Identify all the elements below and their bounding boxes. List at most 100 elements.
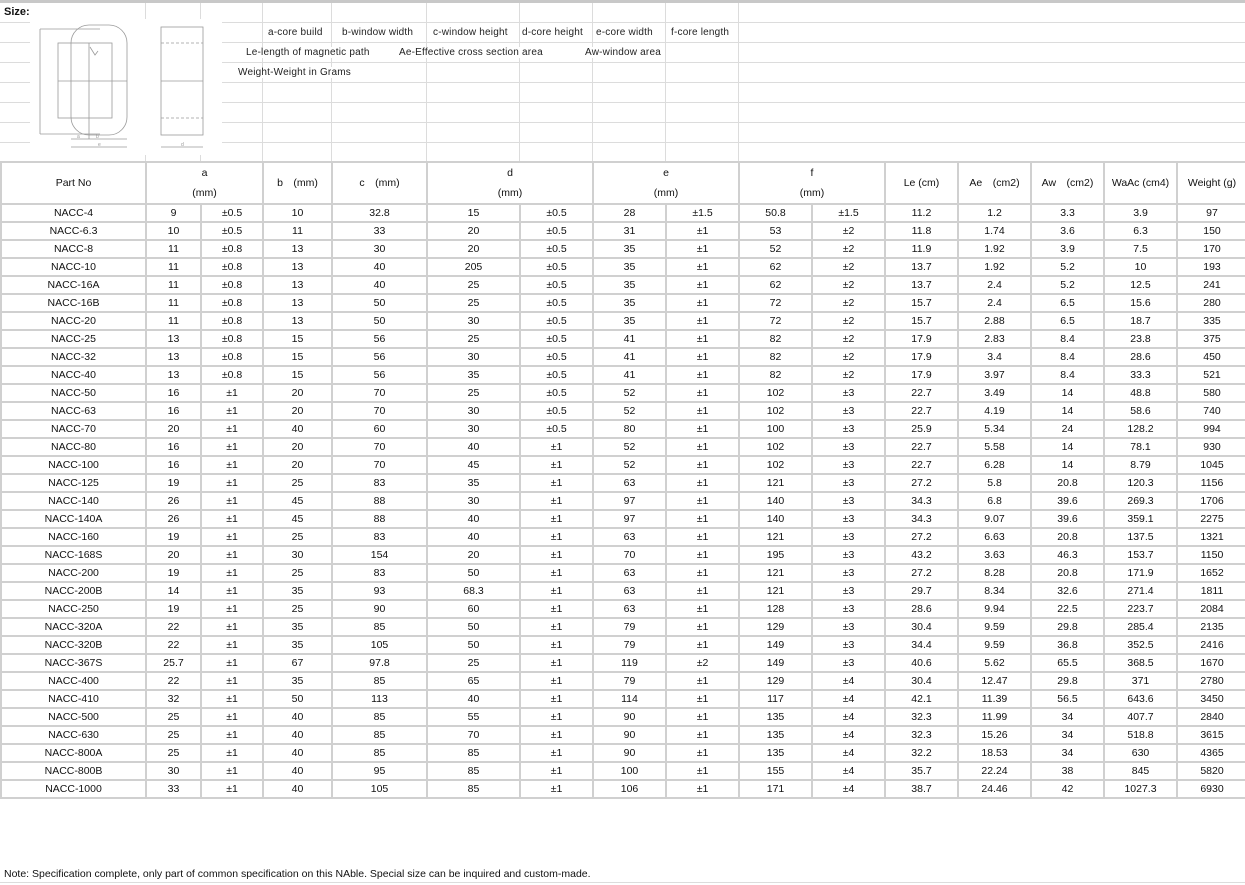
cell-f-tol: ±3 <box>811 599 886 619</box>
cell-a-tol: ±1 <box>200 437 264 457</box>
cell-a-tol: ±1 <box>200 653 264 673</box>
cell-ae: 11.99 <box>957 707 1032 727</box>
cell-aw: 46.3 <box>1030 545 1105 565</box>
header-f-unit: (mm) <box>799 187 825 199</box>
cell-part-no: NACC-200 <box>0 563 147 583</box>
header-e-label: e <box>663 167 669 179</box>
cell-aw: 39.6 <box>1030 491 1105 511</box>
cell-waac: 128.2 <box>1103 419 1178 439</box>
cell-f: 140 <box>738 509 813 529</box>
table-row: NACC-20 11 ±0.8 13 50 30 ±0.5 35 ±1 72 ±2 15.7 2.88 6… <box>0 311 1245 331</box>
cell-a-tol: ±0.8 <box>200 275 264 295</box>
cell-e: 63 <box>592 581 667 601</box>
cell-c: 83 <box>331 473 428 493</box>
cell-e: 79 <box>592 617 667 637</box>
cell-c: 40 <box>331 257 428 277</box>
cell-a: 32 <box>145 689 202 709</box>
cell-weight: 740 <box>1176 401 1245 421</box>
header-a-label: a <box>201 167 208 179</box>
cell-e-tol: ±1 <box>665 239 740 259</box>
cell-c: 85 <box>331 707 428 727</box>
cell-ae: 2.83 <box>957 329 1032 349</box>
cell-a: 25.7 <box>145 653 202 673</box>
cell-d: 35 <box>426 365 521 385</box>
cell-waac: 48.8 <box>1103 383 1178 403</box>
cell-aw: 24 <box>1030 419 1105 439</box>
cell-a: 19 <box>145 473 202 493</box>
cell-e-tol: ±1 <box>665 599 740 619</box>
cell-weight: 4365 <box>1176 743 1245 763</box>
cell-e: 70 <box>592 545 667 565</box>
cell-weight: 2135 <box>1176 617 1245 637</box>
cell-f-tol: ±3 <box>811 401 886 421</box>
table-row: NACC-200B 14 ±1 35 93 68.3 ±1 63 ±1 121 ±3 29.7 8.34… <box>0 581 1245 601</box>
cell-a: 11 <box>145 239 202 259</box>
cell-b: 25 <box>262 527 333 547</box>
cell-a: 11 <box>145 293 202 313</box>
cell-b: 11 <box>262 221 333 241</box>
cell-c: 32.8 <box>331 203 428 223</box>
cell-f-tol: ±4 <box>811 689 886 709</box>
cell-e: 90 <box>592 707 667 727</box>
cell-aw: 22.5 <box>1030 599 1105 619</box>
cell-weight: 150 <box>1176 221 1245 241</box>
cell-e-tol: ±1 <box>665 689 740 709</box>
cell-e-tol: ±1 <box>665 707 740 727</box>
cell-waac: 269.3 <box>1103 491 1178 511</box>
cell-ae: 6.8 <box>957 491 1032 511</box>
cell-weight: 1706 <box>1176 491 1245 511</box>
cell-b: 40 <box>262 707 333 727</box>
cell-d: 30 <box>426 419 521 439</box>
cell-b: 50 <box>262 689 333 709</box>
cell-waac: 8.79 <box>1103 455 1178 475</box>
cell-part-no: NACC-500 <box>0 707 147 727</box>
cell-d: 70 <box>426 725 521 745</box>
cell-e-tol: ±1 <box>665 293 740 313</box>
cell-e: 52 <box>592 455 667 475</box>
cell-a-tol: ±1 <box>200 743 264 763</box>
cell-part-no: NACC-8 <box>0 239 147 259</box>
cell-aw: 6.5 <box>1030 293 1105 313</box>
cell-part-no: NACC-800A <box>0 743 147 763</box>
cell-le: 43.2 <box>884 545 959 565</box>
cell-f: 195 <box>738 545 813 565</box>
cell-d: 20 <box>426 221 521 241</box>
cell-le: 22.7 <box>884 437 959 457</box>
cell-le: 13.7 <box>884 257 959 277</box>
cell-d: 85 <box>426 743 521 763</box>
cell-e-tol: ±1 <box>665 455 740 475</box>
cell-d-tol: ±1 <box>519 455 594 475</box>
legend-f: f-core length <box>669 27 732 38</box>
cell-le: 27.2 <box>884 527 959 547</box>
cell-aw: 20.8 <box>1030 563 1105 583</box>
cell-b: 15 <box>262 347 333 367</box>
cell-ae: 4.19 <box>957 401 1032 421</box>
cell-e: 100 <box>592 761 667 781</box>
grid-line <box>0 882 1245 883</box>
table-row: NACC-40 13 ±0.8 15 56 35 ±0.5 41 ±1 82 ±2 17.9 3.97 8… <box>0 365 1245 385</box>
cell-a-tol: ±1 <box>200 635 264 655</box>
cell-weight: 1156 <box>1176 473 1245 493</box>
cell-weight: 1670 <box>1176 653 1245 673</box>
cell-a: 14 <box>145 581 202 601</box>
cell-e-tol: ±1 <box>665 401 740 421</box>
cell-weight: 1652 <box>1176 563 1245 583</box>
cell-a: 22 <box>145 671 202 691</box>
cell-d-tol: ±1 <box>519 491 594 511</box>
cell-e: 52 <box>592 401 667 421</box>
table-row: NACC-10 11 ±0.8 13 40 205 ±0.5 35 ±1 62 ±2 13.7 1.92… <box>0 257 1245 277</box>
cell-aw: 56.5 <box>1030 689 1105 709</box>
cell-c: 50 <box>331 311 428 331</box>
cell-d-tol: ±1 <box>519 635 594 655</box>
cell-aw: 38 <box>1030 761 1105 781</box>
cell-c: 70 <box>331 383 428 403</box>
cell-f-tol: ±4 <box>811 743 886 763</box>
cell-d: 65 <box>426 671 521 691</box>
cell-aw: 39.6 <box>1030 509 1105 529</box>
cell-e-tol: ±1 <box>665 563 740 583</box>
cell-f: 62 <box>738 257 813 277</box>
cell-c: 105 <box>331 779 428 799</box>
cell-d-tol: ±1 <box>519 563 594 583</box>
cell-a-tol: ±0.8 <box>200 293 264 313</box>
cell-b: 30 <box>262 545 333 565</box>
